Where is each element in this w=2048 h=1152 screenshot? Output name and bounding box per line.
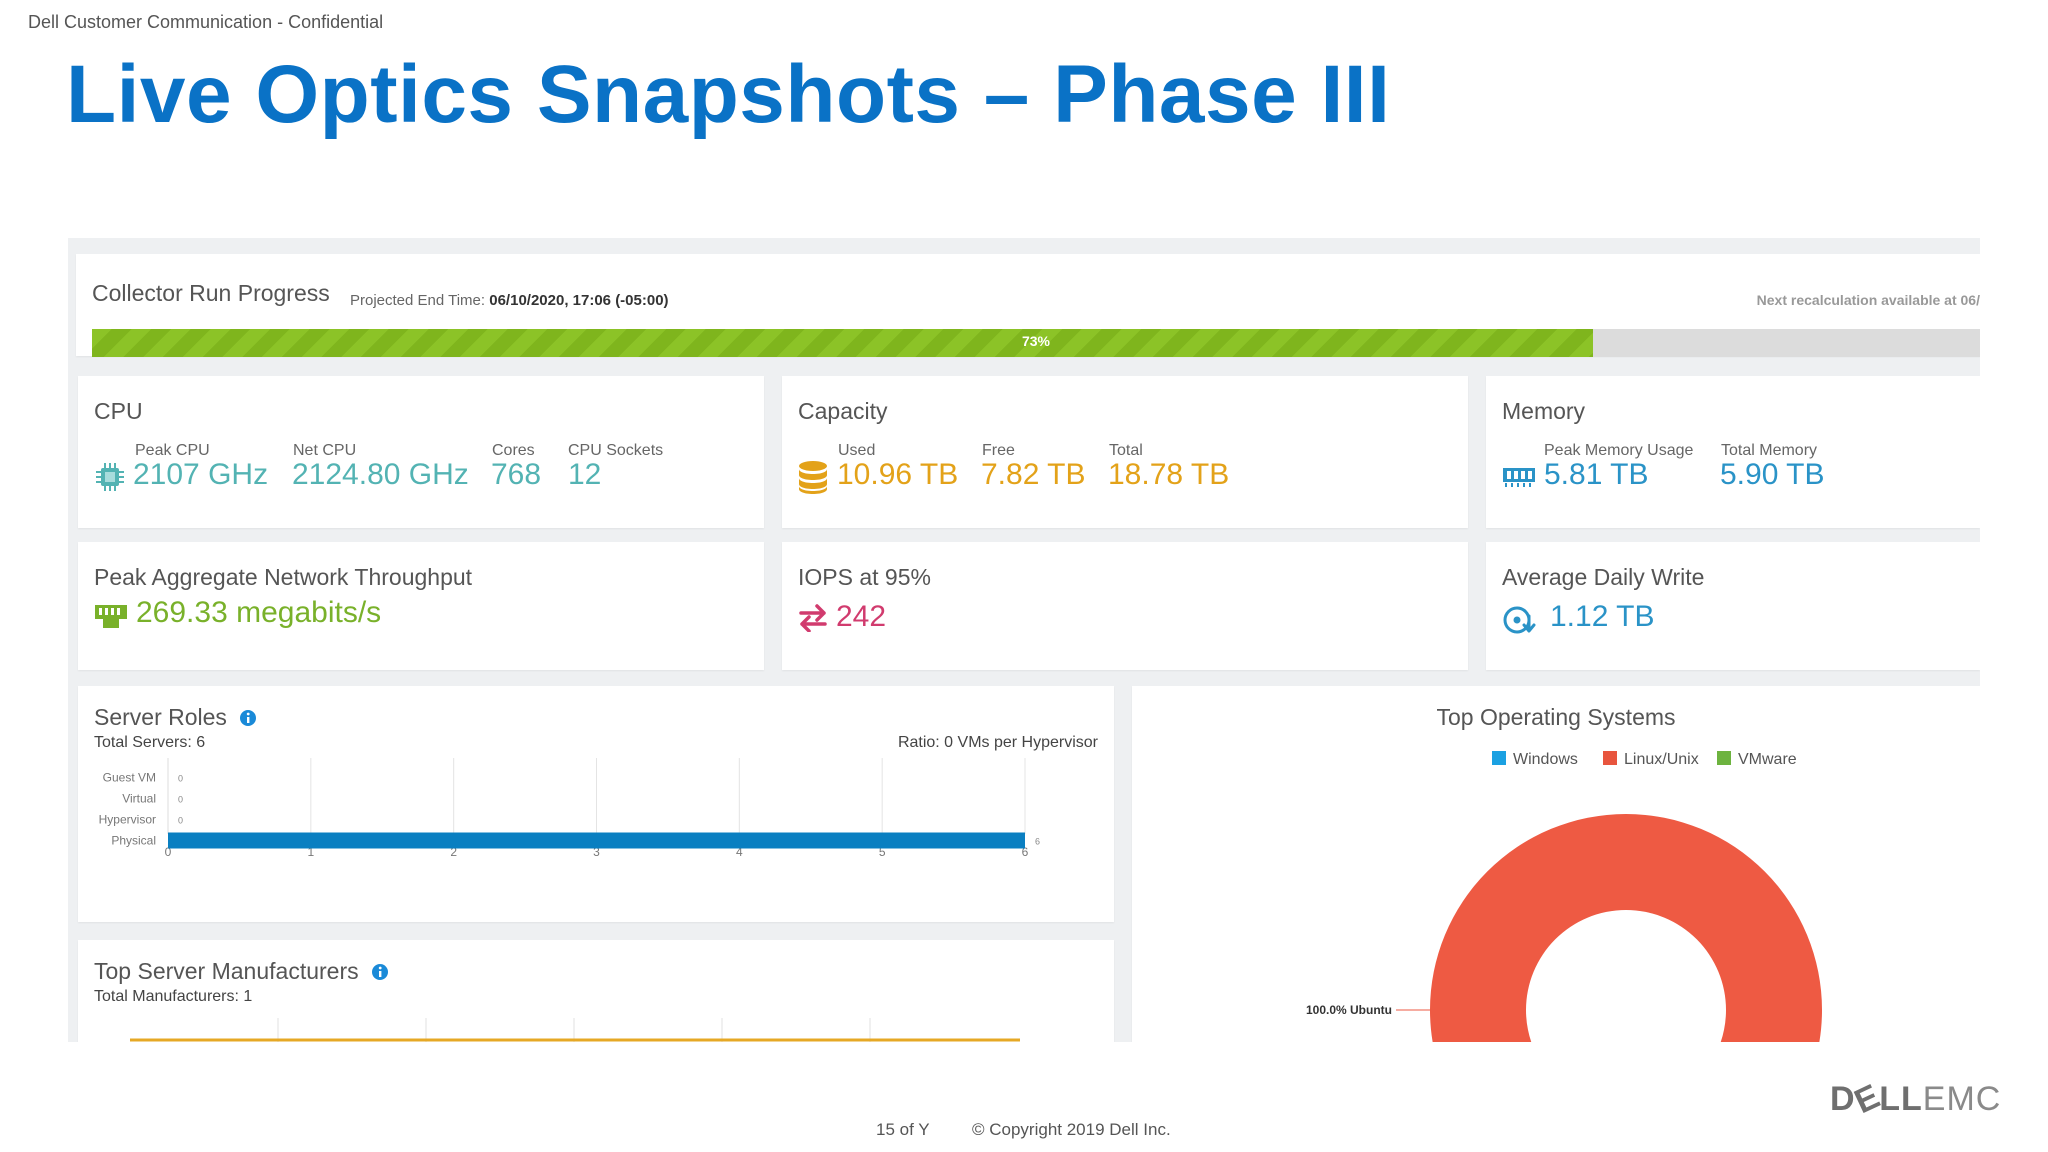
vm-ratio: Ratio: 0 VMs per Hypervisor	[897, 734, 1098, 751]
x-tick-label: 5	[879, 845, 886, 859]
network-throughput-card: Peak Aggregate Network Throughput 269.33…	[78, 542, 764, 670]
cpu-sockets-value: 12	[568, 458, 602, 491]
cpu-card: CPU Peak CPU 2107 GHz Net CPU 2124.80 GH…	[78, 376, 764, 528]
manufacturers-chart-stub	[130, 1018, 1020, 1042]
server-roles-title: Server Roles	[94, 704, 257, 731]
category-label: Guest VM	[103, 771, 156, 785]
manufacturers-title-text: Top Server Manufacturers	[94, 958, 359, 984]
progress-percent: 73%	[1021, 333, 1051, 349]
projected-label: Projected End Time:	[350, 292, 486, 309]
x-tick-label: 2	[450, 845, 457, 859]
network-port-icon	[95, 605, 127, 628]
x-tick-label: 6	[1022, 845, 1029, 859]
cores-value: 768	[491, 458, 542, 491]
value-label: 0	[178, 774, 183, 784]
legend-swatch	[1603, 751, 1617, 765]
manufacturers-title: Top Server Manufacturers	[94, 958, 389, 985]
page-number: 15 of Y	[876, 1120, 930, 1139]
value-label: 0	[178, 816, 183, 826]
total-memory-value: 5.90 TB	[1720, 458, 1825, 491]
value-label: 0	[178, 795, 183, 805]
iops-card: IOPS at 95% 242	[782, 542, 1468, 670]
legend-label: Linux/Unix	[1624, 751, 1699, 768]
memory-title: Memory	[1502, 398, 1586, 424]
confidential-label: Dell Customer Communication - Confidenti…	[28, 12, 384, 32]
capacity-card: Capacity Used 10.96 TB Free 7.82 TB Tota…	[782, 376, 1468, 528]
net-cpu-label: Net CPU	[293, 442, 357, 459]
free-label: Free	[982, 442, 1015, 459]
progress-title: Collector Run Progress	[92, 280, 330, 306]
pie-slice	[1430, 814, 1822, 1042]
total-manufacturers: Total Manufacturers: 1	[94, 988, 253, 1005]
value-label: 6	[1035, 837, 1040, 847]
iops-title: IOPS at 95%	[798, 564, 931, 590]
os-donut-chart: Windows Linux/Unix VMware 100.0% Ubuntu	[1306, 751, 1822, 1042]
used-label: Used	[838, 442, 876, 459]
x-tick-label: 1	[307, 845, 314, 859]
net-cpu-value: 2124.80 GHz	[292, 458, 469, 491]
server-roles-bar-chart: 0 1 2 3 4 5 6 Guest VM 0 Virtual 0 Hypervisor 0 Physi…	[99, 758, 1040, 859]
peak-cpu-value: 2107 GHz	[133, 458, 269, 491]
iops-value: 242	[836, 600, 887, 633]
recalculation-note: Next recalculation available at 06/	[1756, 292, 1980, 308]
network-value: 269.33 megabits/s	[136, 596, 382, 629]
slide-title: Live Optics Snapshots – Phase III	[66, 49, 1391, 140]
info-icon[interactable]	[239, 709, 257, 727]
info-icon[interactable]	[371, 963, 389, 981]
cpu-sockets-label: CPU Sockets	[568, 442, 664, 459]
category-label: Physical	[111, 834, 156, 848]
daily-write-card: Average Daily Write 1.12 TB	[1486, 542, 1980, 670]
total-memory-label: Total Memory	[1721, 442, 1818, 459]
memory-module-icon	[1503, 468, 1535, 487]
server-manufacturers-card: Top Server Manufacturers Total Manufactu…	[78, 940, 1114, 1042]
peak-memory-label: Peak Memory Usage	[1544, 442, 1694, 459]
collector-progress-card: Collector Run Progress Projected End Tim…	[76, 254, 1980, 357]
daily-write-title: Average Daily Write	[1502, 564, 1705, 590]
peak-memory-value: 5.81 TB	[1544, 458, 1649, 491]
cpu-chip-icon	[96, 463, 124, 491]
category-label: Virtual	[122, 792, 156, 806]
total-label: Total	[1109, 442, 1143, 459]
bar	[168, 832, 1025, 849]
capacity-title: Capacity	[798, 398, 888, 424]
dashboard-panel: Collector Run Progress Projected End Tim…	[68, 238, 1980, 1042]
swap-arrows-icon	[799, 604, 827, 632]
legend-label: VMware	[1738, 751, 1797, 768]
total-value: 18.78 TB	[1108, 458, 1230, 491]
top-os-card: Top Operating Systems Windows Linux/Unix V…	[1132, 686, 1980, 1042]
top-os-title: Top Operating Systems	[1436, 704, 1676, 730]
free-value: 7.82 TB	[981, 458, 1086, 491]
x-tick-label: 3	[593, 845, 600, 859]
legend-swatch	[1492, 751, 1506, 765]
x-tick-label: 0	[165, 845, 172, 859]
used-value: 10.96 TB	[837, 458, 959, 491]
cores-label: Cores	[492, 442, 535, 459]
peak-cpu-label: Peak CPU	[135, 442, 210, 459]
progress-fill	[92, 329, 1593, 357]
server-roles-title-text: Server Roles	[94, 704, 227, 730]
legend-swatch	[1717, 751, 1731, 765]
copyright: © Copyright 2019 Dell Inc.	[972, 1120, 1171, 1139]
legend-label: Windows	[1513, 751, 1578, 768]
server-roles-card: Server Roles Total Servers: 6 Ratio: 0 V…	[78, 686, 1114, 922]
daily-write-value: 1.12 TB	[1550, 600, 1655, 633]
dell-emc-logo: DELLEMC	[1830, 1076, 2002, 1122]
projected-value: 06/10/2020, 17:06 (-05:00)	[489, 292, 669, 309]
network-title: Peak Aggregate Network Throughput	[94, 564, 473, 590]
projected-end-time: Projected End Time: 06/10/2020, 17:06 (-…	[350, 292, 669, 309]
memory-card: Memory Peak Memory Usage 5.81 TB Total M…	[1486, 376, 1980, 528]
slice-label: 100.0% Ubuntu	[1306, 1003, 1392, 1017]
total-servers: Total Servers: 6	[94, 734, 206, 751]
disk-write-icon	[1503, 606, 1536, 634]
progress-bar: 73%	[92, 329, 1980, 357]
cpu-title: CPU	[94, 398, 143, 424]
category-label: Hypervisor	[99, 813, 156, 827]
x-tick-label: 4	[736, 845, 743, 859]
database-icon	[799, 461, 827, 494]
